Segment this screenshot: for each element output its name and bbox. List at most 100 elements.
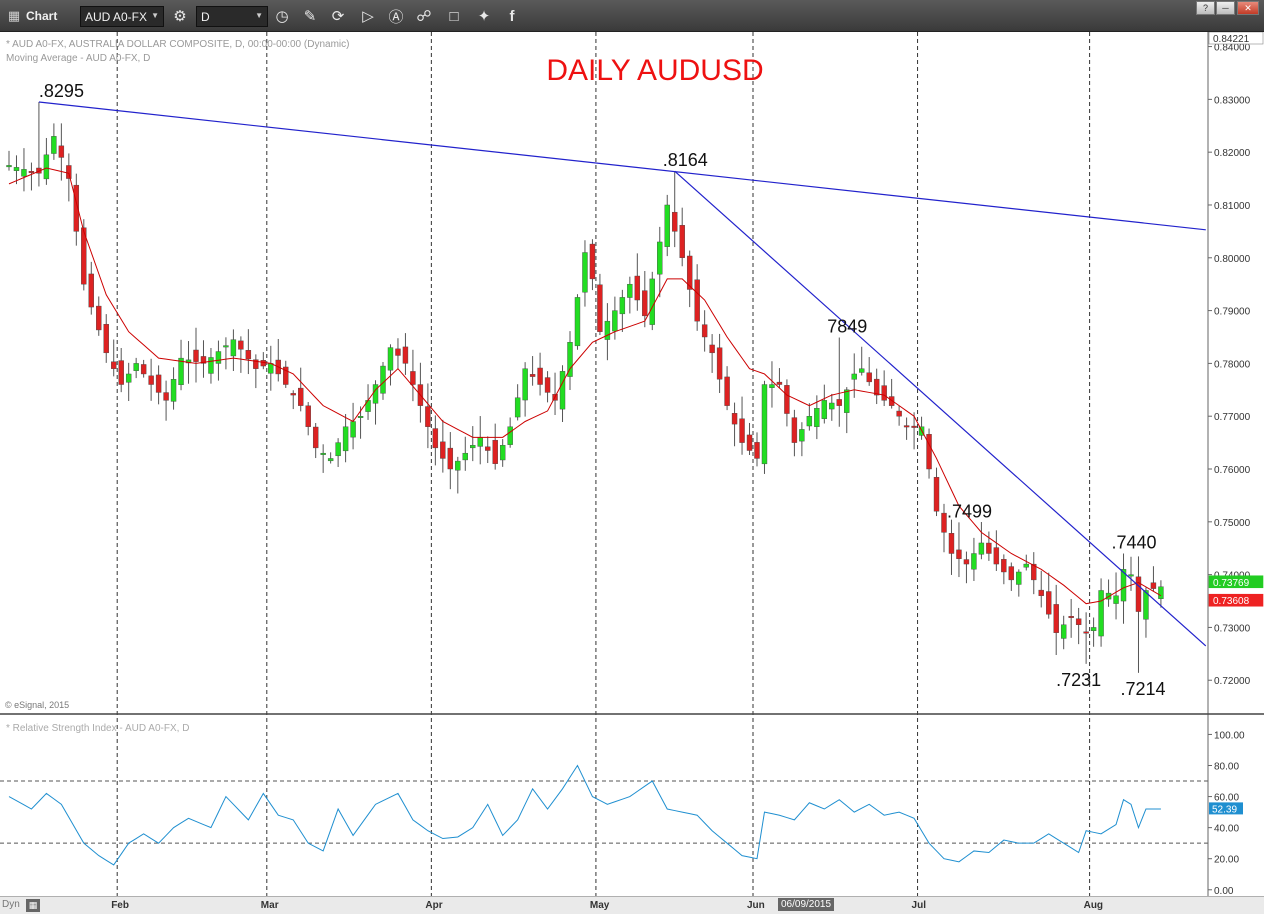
timeline-icon[interactable]: ▦ [26,899,40,912]
candle-body [51,136,57,154]
facebook-icon[interactable]: f [509,7,515,25]
candle-body [941,512,947,533]
candle-body [903,425,910,428]
candle-body [283,366,289,385]
chevron-down-icon: ▼ [151,11,159,20]
pencil-draw-icon[interactable]: ✎ [303,8,317,25]
candle-body [1008,566,1015,581]
price-badge-label: 0.73769 [1213,578,1250,589]
rsi-axis-label: 0.00 [1214,886,1234,896]
month-label: Jul [911,900,926,911]
candle-body [672,211,678,232]
candle-body [634,275,641,301]
candle-body [305,405,311,427]
rsi-value-badge-label: 52.39 [1212,804,1237,815]
price-level-label: .8164 [663,150,708,170]
price-badge-label: 0.84221 [1213,34,1250,45]
month-label: Mar [260,900,279,911]
price-axis-label: 0.77000 [1214,412,1251,423]
candle-body [679,225,685,258]
candle-body [657,241,663,275]
comment-icon[interactable]: □ [449,7,459,25]
interval-select[interactable]: D ▼ [196,6,268,27]
help-button[interactable]: ? [1196,1,1215,15]
candle-body [589,243,596,280]
candle-body [507,426,513,445]
candle-body [66,165,72,179]
candle-body [350,421,356,438]
symbol-select-value: AUD A0-FX [85,9,148,24]
candle-body [499,445,506,461]
price-badge [1208,593,1264,607]
candle-body [799,429,805,442]
price-badge-label: 0.73608 [1213,596,1250,607]
candle-body [103,323,109,354]
candle-body [963,559,970,565]
candle-body [245,350,252,360]
candle-body [993,547,1000,565]
month-label: Aug [1083,900,1104,911]
alert-icon[interactable]: Ⓐ [388,8,404,26]
grid-lines [116,32,1091,896]
candle-body [178,357,184,386]
candle-body [574,297,581,347]
candle-body [1098,590,1104,637]
price-axis-label: 0.78000 [1214,359,1251,370]
candle-body [1113,595,1119,604]
candle-body [604,320,611,340]
candle-body [1083,631,1089,634]
candle-body [387,347,394,371]
candle-body [260,360,267,367]
price-level-label: .7440 [1112,533,1157,553]
candle-body [537,367,543,385]
candle-body [342,426,349,452]
month-label: May [589,900,610,911]
candle-body [111,361,117,369]
candle-body [410,371,416,385]
play-icon[interactable]: ▷ [362,8,374,25]
price-axis-label: 0.82000 [1214,148,1251,159]
candle-body [327,458,334,462]
refresh-icon[interactable]: ⟳ [331,8,345,25]
price-axis-label: 0.76000 [1214,465,1251,476]
candle-body [447,447,454,470]
chart-area[interactable]: 0.720000.730000.740000.750000.760000.770… [0,32,1264,896]
candle-body [290,393,296,396]
candle-body [402,346,409,364]
clock-icon[interactable]: ◷ [275,8,289,25]
candle-body [215,351,222,364]
close-button[interactable]: ✕ [1237,1,1259,15]
copyright-label: © eSignal, 2015 [5,700,69,710]
candle-body [769,384,775,388]
candle-body [859,368,865,373]
candle-body [1068,616,1074,618]
candle-body [230,339,237,357]
candle-body [1075,618,1082,625]
rsi-axis-label: 80.00 [1214,762,1239,773]
candle-body [312,426,319,449]
candle-body [133,363,139,371]
candle-body [238,340,244,350]
candle-body [754,442,760,459]
settings-gear-icon[interactable]: ⚙ [173,8,187,25]
rsi-value-badge [1209,802,1243,815]
price-level-label: .7214 [1120,679,1165,699]
symbol-select[interactable]: AUD A0-FX ▼ [80,6,164,27]
candle-body [776,381,783,385]
candle-body [1090,627,1097,632]
month-label: Apr [425,900,443,911]
candle-body [956,549,962,559]
candle-body [223,345,229,348]
candle-body [881,385,887,401]
candle-body [1135,576,1142,612]
link-icon[interactable]: ☍ [416,8,432,25]
twitter-icon[interactable]: ✦ [477,8,491,25]
candle-body [455,460,461,471]
chevron-down-icon: ▼ [255,11,263,20]
candle-body [380,365,386,394]
interval-select-value: D [201,9,210,24]
minimize-button[interactable]: ─ [1216,1,1235,15]
candle-body [694,279,700,322]
price-level-label: .8295 [39,81,84,101]
candle-body [268,363,274,374]
